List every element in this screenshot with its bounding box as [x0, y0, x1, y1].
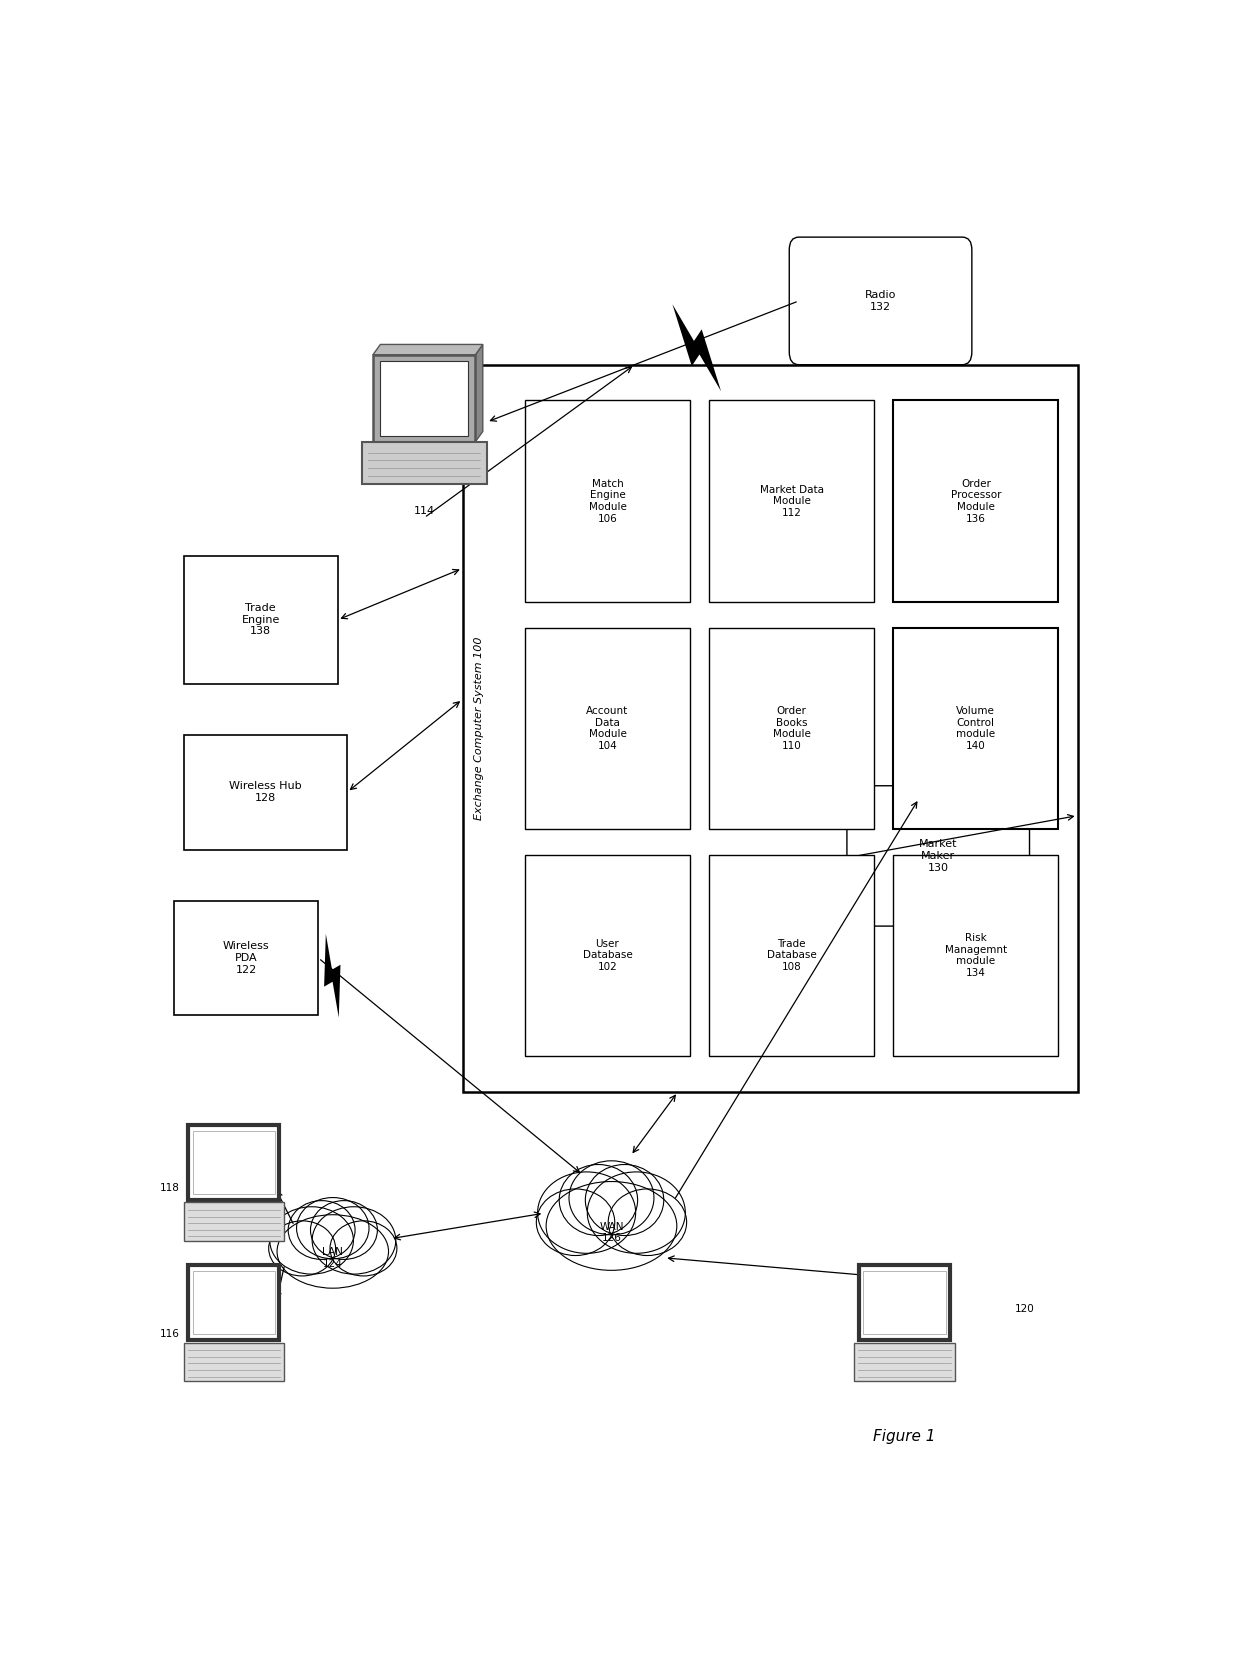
- Text: Match
Engine
Module
106: Match Engine Module 106: [589, 479, 626, 524]
- Text: 118: 118: [160, 1183, 180, 1193]
- Text: LAN
124: LAN 124: [322, 1248, 343, 1269]
- FancyBboxPatch shape: [709, 401, 874, 601]
- Ellipse shape: [296, 1198, 370, 1259]
- FancyBboxPatch shape: [463, 365, 1078, 1092]
- FancyBboxPatch shape: [525, 628, 689, 828]
- Text: Market Data
Module
112: Market Data Module 112: [760, 484, 823, 519]
- FancyBboxPatch shape: [863, 1271, 946, 1334]
- Ellipse shape: [310, 1201, 377, 1259]
- Polygon shape: [672, 305, 720, 391]
- Ellipse shape: [269, 1221, 336, 1276]
- Text: Exchange Computer System 100: Exchange Computer System 100: [474, 636, 484, 820]
- FancyBboxPatch shape: [709, 855, 874, 1056]
- Text: Wireless
PDA
122: Wireless PDA 122: [223, 941, 269, 974]
- Ellipse shape: [559, 1165, 637, 1236]
- Text: Figure 1: Figure 1: [873, 1428, 936, 1443]
- FancyBboxPatch shape: [525, 401, 689, 601]
- Ellipse shape: [546, 1181, 677, 1271]
- Ellipse shape: [588, 1171, 686, 1253]
- Text: 114: 114: [413, 507, 435, 517]
- Polygon shape: [475, 345, 482, 442]
- FancyBboxPatch shape: [709, 628, 874, 828]
- Text: Radio
132: Radio 132: [864, 290, 897, 312]
- FancyBboxPatch shape: [184, 1342, 284, 1382]
- Ellipse shape: [312, 1206, 396, 1274]
- FancyBboxPatch shape: [188, 1264, 279, 1341]
- FancyBboxPatch shape: [184, 557, 337, 684]
- Ellipse shape: [585, 1165, 663, 1236]
- Text: Risk
Managemnt
module
134: Risk Managemnt module 134: [945, 933, 1007, 978]
- FancyBboxPatch shape: [362, 442, 486, 484]
- Text: 120: 120: [1016, 1304, 1035, 1314]
- Polygon shape: [373, 345, 482, 355]
- Text: Wireless Hub
128: Wireless Hub 128: [229, 782, 301, 804]
- Ellipse shape: [330, 1221, 397, 1276]
- Text: Market
Maker
130: Market Maker 130: [919, 840, 957, 873]
- Ellipse shape: [537, 1190, 615, 1256]
- FancyBboxPatch shape: [789, 237, 972, 365]
- FancyBboxPatch shape: [859, 1264, 950, 1341]
- FancyBboxPatch shape: [893, 628, 1058, 828]
- FancyBboxPatch shape: [893, 855, 1058, 1056]
- Text: Trade
Engine
138: Trade Engine 138: [242, 603, 280, 636]
- FancyBboxPatch shape: [188, 1125, 279, 1200]
- FancyBboxPatch shape: [184, 1203, 284, 1241]
- Text: Trade
Database
108: Trade Database 108: [766, 940, 816, 973]
- Text: 116: 116: [160, 1329, 180, 1339]
- Ellipse shape: [270, 1206, 353, 1274]
- Text: Order
Books
Module
110: Order Books Module 110: [773, 706, 811, 751]
- FancyBboxPatch shape: [379, 361, 469, 436]
- FancyBboxPatch shape: [174, 901, 319, 1016]
- FancyBboxPatch shape: [893, 401, 1058, 601]
- FancyBboxPatch shape: [192, 1130, 275, 1193]
- FancyBboxPatch shape: [192, 1271, 275, 1334]
- Ellipse shape: [569, 1162, 653, 1234]
- FancyBboxPatch shape: [525, 855, 689, 1056]
- FancyBboxPatch shape: [373, 355, 475, 442]
- Ellipse shape: [538, 1171, 636, 1253]
- Text: Volume
Control
module
140: Volume Control module 140: [956, 706, 996, 751]
- Text: Account
Data
Module
104: Account Data Module 104: [587, 706, 629, 751]
- Text: User
Database
102: User Database 102: [583, 940, 632, 973]
- FancyBboxPatch shape: [184, 734, 347, 850]
- Text: WAN
126: WAN 126: [599, 1221, 624, 1243]
- FancyBboxPatch shape: [847, 785, 1029, 926]
- FancyBboxPatch shape: [854, 1342, 955, 1382]
- Ellipse shape: [608, 1190, 687, 1256]
- Ellipse shape: [277, 1215, 388, 1287]
- Text: Order
Processor
Module
136: Order Processor Module 136: [951, 479, 1001, 524]
- Ellipse shape: [288, 1201, 355, 1259]
- Polygon shape: [324, 935, 341, 1017]
